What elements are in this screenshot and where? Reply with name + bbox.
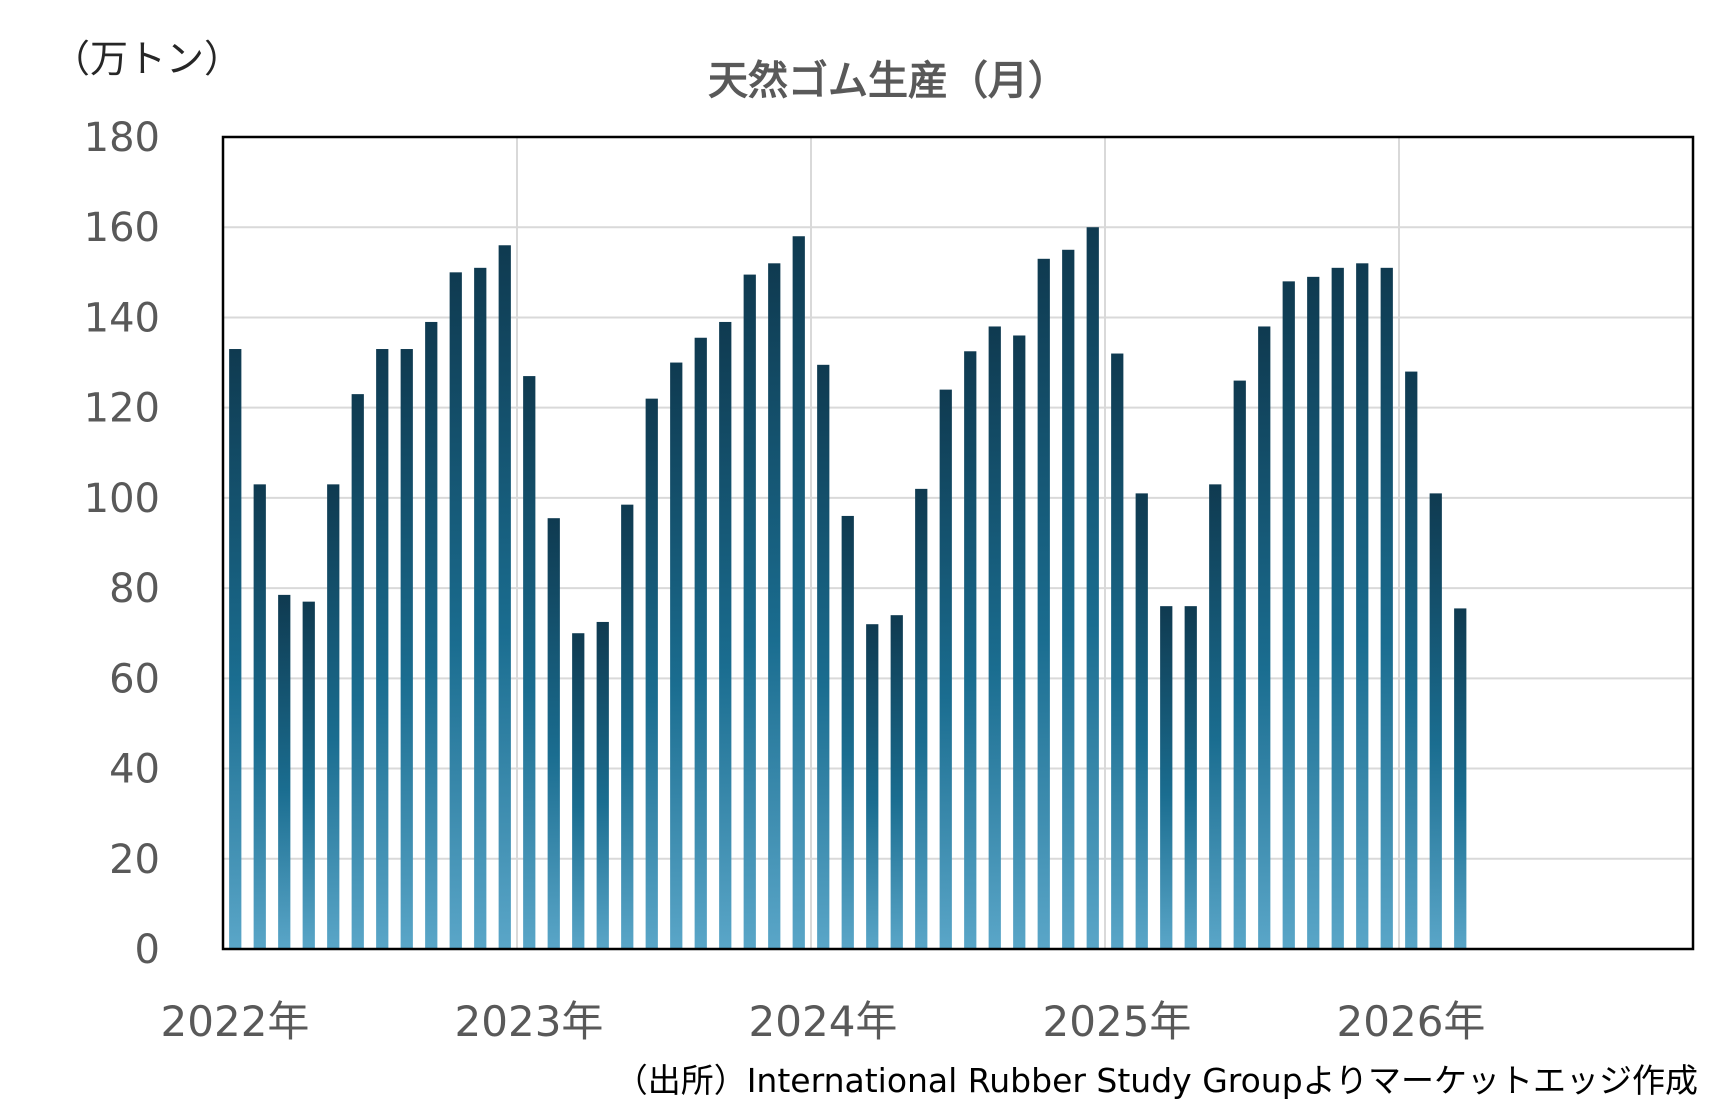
bar <box>1111 353 1124 949</box>
plot-frame <box>221 135 1695 951</box>
bar <box>572 633 585 949</box>
bar <box>1037 258 1050 949</box>
x-tick-label: 2024年 <box>749 997 898 1046</box>
x-axis-ticks: 2022年 2023年 2024年 2025年 2026年 <box>161 997 1486 1046</box>
bar <box>1356 263 1369 949</box>
bar <box>866 624 879 949</box>
bar <box>1160 606 1173 949</box>
bar <box>1184 606 1197 949</box>
chart-title: 天然ゴム生産（月） <box>708 58 1068 104</box>
bar <box>449 272 462 949</box>
y-tick-label: 180 <box>84 115 160 161</box>
bar <box>523 376 536 950</box>
bar <box>1331 267 1344 949</box>
bar <box>229 349 242 949</box>
bar-series <box>229 227 1467 950</box>
bar <box>841 515 854 949</box>
bar <box>253 484 266 949</box>
bar <box>1282 281 1295 949</box>
bar <box>1135 493 1148 949</box>
bar <box>278 594 291 949</box>
bar <box>376 349 389 949</box>
bar <box>670 362 683 949</box>
bar <box>768 263 781 949</box>
bar <box>1209 484 1222 949</box>
bar <box>792 236 805 949</box>
bar <box>596 621 609 949</box>
y-tick-label: 160 <box>84 205 160 251</box>
y-tick-label: 20 <box>109 837 160 883</box>
bar <box>474 267 487 949</box>
bar <box>1258 326 1271 949</box>
gridlines <box>223 136 1693 950</box>
bar <box>890 615 903 949</box>
bar <box>498 245 511 949</box>
bar <box>1405 371 1418 950</box>
y-tick-label: 120 <box>84 386 160 432</box>
bar <box>964 351 977 949</box>
bar <box>1429 493 1442 949</box>
bar <box>400 349 413 949</box>
x-tick-label: 2025年 <box>1043 997 1192 1046</box>
bar <box>327 484 340 949</box>
bar <box>547 518 560 949</box>
bar <box>1013 335 1026 949</box>
y-tick-label: 80 <box>109 566 160 612</box>
y-axis-ticks: 0 20 40 60 80 100 120 140 160 180 <box>84 115 160 973</box>
bar <box>719 321 732 949</box>
bar <box>1380 267 1393 949</box>
bar <box>694 337 707 949</box>
bar <box>1307 276 1320 949</box>
y-tick-label: 100 <box>84 476 160 522</box>
y-tick-label: 60 <box>109 656 160 702</box>
bar <box>988 326 1001 949</box>
y-tick-label: 140 <box>84 295 160 341</box>
bar <box>645 398 658 950</box>
bar <box>1233 380 1246 950</box>
bar <box>425 321 438 949</box>
y-tick-label: 0 <box>135 927 160 973</box>
bar <box>1086 227 1099 949</box>
y-tick-label: 40 <box>109 747 160 793</box>
bar <box>817 364 830 949</box>
x-tick-label: 2026年 <box>1337 997 1486 1046</box>
bar <box>302 601 315 949</box>
bar <box>1454 608 1467 949</box>
x-tick-label: 2022年 <box>161 997 310 1046</box>
y-axis-unit-label: （万トン） <box>52 37 242 81</box>
bar <box>939 389 952 950</box>
bar <box>743 274 756 950</box>
source-note: （出所）International Rubber Study Groupよりマー… <box>615 1061 1698 1100</box>
bar <box>351 394 364 950</box>
x-tick-label: 2023年 <box>455 997 604 1046</box>
bar <box>1062 249 1075 949</box>
bar <box>621 504 634 949</box>
bar <box>915 488 928 949</box>
